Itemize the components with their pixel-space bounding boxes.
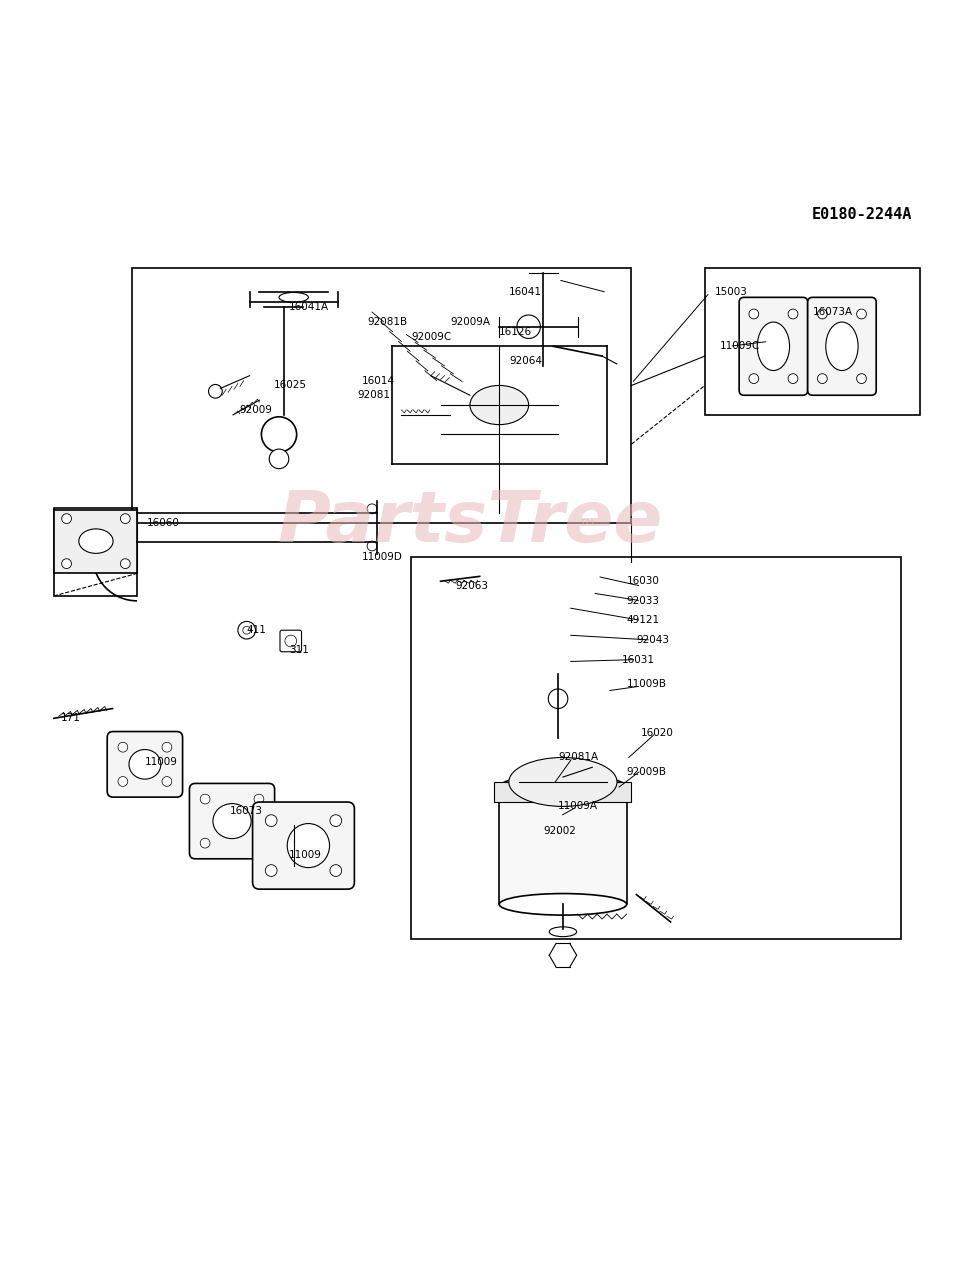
Circle shape — [120, 559, 130, 568]
Bar — [132, 268, 631, 522]
Bar — [499, 787, 626, 905]
Ellipse shape — [79, 529, 113, 553]
Circle shape — [208, 384, 222, 398]
Circle shape — [120, 513, 130, 524]
Ellipse shape — [499, 893, 626, 915]
Bar — [54, 508, 137, 596]
Text: 11009D: 11009D — [362, 552, 403, 562]
Ellipse shape — [509, 758, 616, 806]
Circle shape — [253, 838, 263, 849]
Circle shape — [62, 513, 71, 524]
Text: 92081: 92081 — [357, 390, 390, 401]
Circle shape — [856, 308, 866, 319]
Text: 49121: 49121 — [626, 616, 659, 626]
Text: 92002: 92002 — [543, 826, 576, 836]
Circle shape — [261, 417, 296, 452]
Circle shape — [367, 504, 377, 513]
Circle shape — [516, 315, 540, 338]
Circle shape — [265, 865, 277, 877]
Circle shape — [62, 559, 71, 568]
Text: 16025: 16025 — [274, 380, 307, 390]
Circle shape — [200, 838, 209, 849]
Circle shape — [161, 777, 172, 786]
Text: 11009B: 11009B — [626, 680, 666, 689]
Text: 16031: 16031 — [621, 654, 654, 664]
Circle shape — [787, 308, 797, 319]
Text: 11009: 11009 — [145, 758, 178, 768]
Bar — [411, 557, 900, 938]
Text: 16014: 16014 — [362, 375, 395, 385]
Circle shape — [367, 541, 377, 550]
Circle shape — [548, 689, 567, 709]
Ellipse shape — [287, 823, 330, 868]
Text: 311: 311 — [289, 645, 308, 655]
Circle shape — [856, 374, 866, 384]
Ellipse shape — [279, 292, 308, 302]
Circle shape — [330, 865, 341, 877]
Circle shape — [161, 742, 172, 753]
Text: 16041: 16041 — [509, 288, 542, 297]
FancyBboxPatch shape — [738, 297, 807, 396]
Ellipse shape — [469, 385, 528, 425]
FancyBboxPatch shape — [252, 803, 354, 890]
Text: 92009: 92009 — [240, 404, 273, 415]
Circle shape — [265, 815, 277, 827]
Circle shape — [118, 742, 127, 753]
FancyBboxPatch shape — [108, 732, 182, 797]
Bar — [494, 782, 631, 801]
Circle shape — [200, 794, 209, 804]
Text: 92081B: 92081B — [367, 317, 407, 326]
FancyBboxPatch shape — [807, 297, 875, 396]
Circle shape — [817, 374, 826, 384]
Ellipse shape — [549, 927, 576, 937]
Ellipse shape — [499, 774, 626, 799]
Text: 171: 171 — [61, 713, 80, 723]
Text: E0180-2244A: E0180-2244A — [811, 206, 911, 221]
Text: 16060: 16060 — [147, 517, 180, 527]
Text: 16073: 16073 — [230, 806, 263, 817]
Bar — [54, 509, 137, 573]
Circle shape — [748, 308, 758, 319]
Text: ™: ™ — [577, 518, 597, 536]
Circle shape — [285, 635, 296, 646]
Circle shape — [253, 794, 263, 804]
Circle shape — [748, 374, 758, 384]
Text: 11009A: 11009A — [557, 801, 598, 812]
Ellipse shape — [129, 750, 160, 780]
FancyBboxPatch shape — [189, 783, 274, 859]
Text: 92009B: 92009B — [626, 767, 666, 777]
Bar — [704, 268, 919, 415]
Circle shape — [243, 626, 250, 634]
Text: 411: 411 — [246, 625, 266, 635]
Text: 16041A: 16041A — [289, 302, 329, 312]
Text: 92063: 92063 — [455, 581, 488, 591]
Text: 16073A: 16073A — [812, 307, 852, 317]
Text: 16126: 16126 — [499, 326, 532, 337]
Text: 92043: 92043 — [636, 635, 669, 645]
Text: 16020: 16020 — [641, 728, 674, 739]
Ellipse shape — [824, 323, 857, 370]
Text: 11009C: 11009C — [719, 342, 759, 351]
Text: 16030: 16030 — [626, 576, 659, 586]
Text: 92081A: 92081A — [557, 753, 598, 763]
Circle shape — [238, 621, 255, 639]
Circle shape — [86, 543, 106, 562]
Circle shape — [817, 308, 826, 319]
Text: 92033: 92033 — [626, 595, 659, 605]
Text: 92009A: 92009A — [450, 317, 490, 326]
Text: PartsTree: PartsTree — [277, 488, 662, 557]
Ellipse shape — [212, 804, 250, 838]
Circle shape — [269, 449, 289, 468]
Text: 15003: 15003 — [714, 288, 747, 297]
FancyBboxPatch shape — [280, 630, 301, 652]
Text: 92009C: 92009C — [411, 332, 451, 342]
Circle shape — [787, 374, 797, 384]
Circle shape — [118, 777, 127, 786]
Ellipse shape — [757, 323, 788, 370]
Text: 92064: 92064 — [509, 356, 542, 366]
Text: 11009: 11009 — [289, 850, 322, 860]
Circle shape — [330, 815, 341, 827]
